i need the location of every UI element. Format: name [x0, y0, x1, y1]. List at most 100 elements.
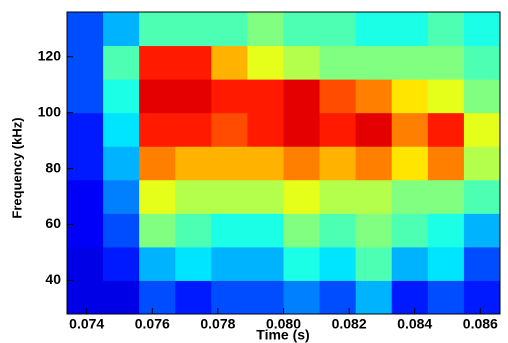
heat-cell: [139, 79, 176, 114]
x-tick-label: 0.080: [266, 316, 301, 332]
heat-cell: [67, 146, 104, 181]
heat-cell: [175, 213, 212, 248]
heat-cell: [103, 246, 140, 281]
heat-cell: [211, 79, 248, 114]
heat-cell: [175, 246, 212, 281]
heat-cell: [427, 12, 465, 47]
heat-cell: [247, 179, 284, 214]
heat-cell: [283, 45, 321, 80]
heat-cell: [247, 45, 284, 80]
heat-cell: [211, 146, 248, 181]
heat-cell: [355, 45, 393, 80]
heat-cell: [355, 280, 393, 315]
heat-cell: [319, 12, 357, 47]
heat-cell: [463, 45, 501, 80]
heat-cell: [139, 112, 176, 147]
heat-cell: [427, 179, 465, 214]
x-tick-label: 0.084: [397, 316, 432, 332]
heat-cell: [175, 146, 212, 181]
heat-cell: [67, 179, 104, 214]
heat-cell: [139, 146, 176, 181]
x-axis-label: Time (s): [256, 327, 309, 343]
heat-cell: [139, 179, 176, 214]
heat-cell: [319, 45, 357, 80]
heat-cell: [283, 213, 321, 248]
heat-cell: [319, 79, 357, 114]
heat-cell: [139, 246, 176, 281]
heat-cell: [283, 112, 321, 147]
heat-cell: [463, 213, 501, 248]
heat-cell: [67, 79, 104, 114]
heat-cell: [283, 12, 321, 47]
heat-cell: [103, 146, 140, 181]
heat-cell: [139, 213, 176, 248]
heat-cell: [319, 112, 357, 147]
heat-cell: [391, 146, 429, 181]
heat-cell: [211, 280, 248, 315]
heat-cell: [355, 246, 393, 281]
heat-cell: [175, 112, 212, 147]
heat-cell: [103, 79, 140, 114]
heat-cell: [355, 179, 393, 214]
heat-cell: [283, 146, 321, 181]
heat-cell: [463, 280, 501, 315]
heat-cell: [211, 213, 248, 248]
y-tick-label: 80: [45, 159, 61, 175]
heat-cell: [391, 179, 429, 214]
x-tick-label: 0.086: [463, 316, 498, 332]
y-tick-label: 60: [45, 215, 61, 231]
y-axis-label: Frequency (kHz): [9, 117, 24, 218]
heat-cell: [391, 280, 429, 315]
heat-cell: [427, 112, 465, 147]
heat-cell: [391, 246, 429, 281]
heat-cell: [355, 12, 393, 47]
heat-cell: [139, 280, 176, 315]
heat-cell: [247, 79, 284, 114]
y-tick-label: 100: [38, 103, 62, 119]
x-tick-label: 0.082: [332, 316, 367, 332]
heat-cell: [211, 45, 248, 80]
heat-cell: [67, 246, 104, 281]
heat-cell: [391, 112, 429, 147]
heat-cell: [319, 213, 357, 248]
heat-cell: [103, 179, 140, 214]
heat-cell: [67, 45, 104, 80]
heat-cell: [427, 246, 465, 281]
heat-cell: [319, 280, 357, 315]
heat-cell: [391, 12, 429, 47]
heat-cell: [211, 12, 248, 47]
heat-cell: [67, 213, 104, 248]
heat-cell: [283, 79, 321, 114]
heat-cell: [211, 112, 248, 147]
heat-cell: [103, 213, 140, 248]
heat-cell: [175, 45, 212, 80]
heat-cell: [463, 146, 501, 181]
x-tick-label: 0.076: [135, 316, 170, 332]
heat-cell: [355, 79, 393, 114]
heat-cell: [463, 112, 501, 147]
heat-cell: [427, 79, 465, 114]
x-tick-label: 0.074: [69, 316, 104, 332]
x-tick-label: 0.078: [200, 316, 235, 332]
heat-cell: [283, 280, 321, 315]
heat-cell: [211, 179, 248, 214]
heat-cell: [355, 146, 393, 181]
heat-cell: [427, 280, 465, 315]
heat-cell: [283, 179, 321, 214]
heat-cell: [391, 45, 429, 80]
heat-cell: [211, 246, 248, 281]
heat-cell: [175, 280, 212, 315]
y-tick-label: 40: [45, 271, 61, 287]
heat-cell: [247, 112, 284, 147]
heat-cell: [319, 146, 357, 181]
heat-cell: [319, 246, 357, 281]
y-tick-label: 120: [38, 47, 62, 63]
heat-cell: [67, 112, 104, 147]
heat-cell: [175, 179, 212, 214]
heat-cell: [391, 79, 429, 114]
heat-cell: [175, 12, 212, 47]
heat-cell: [355, 213, 393, 248]
heat-cell: [319, 179, 357, 214]
heat-cell: [427, 45, 465, 80]
heat-cell: [103, 112, 140, 147]
